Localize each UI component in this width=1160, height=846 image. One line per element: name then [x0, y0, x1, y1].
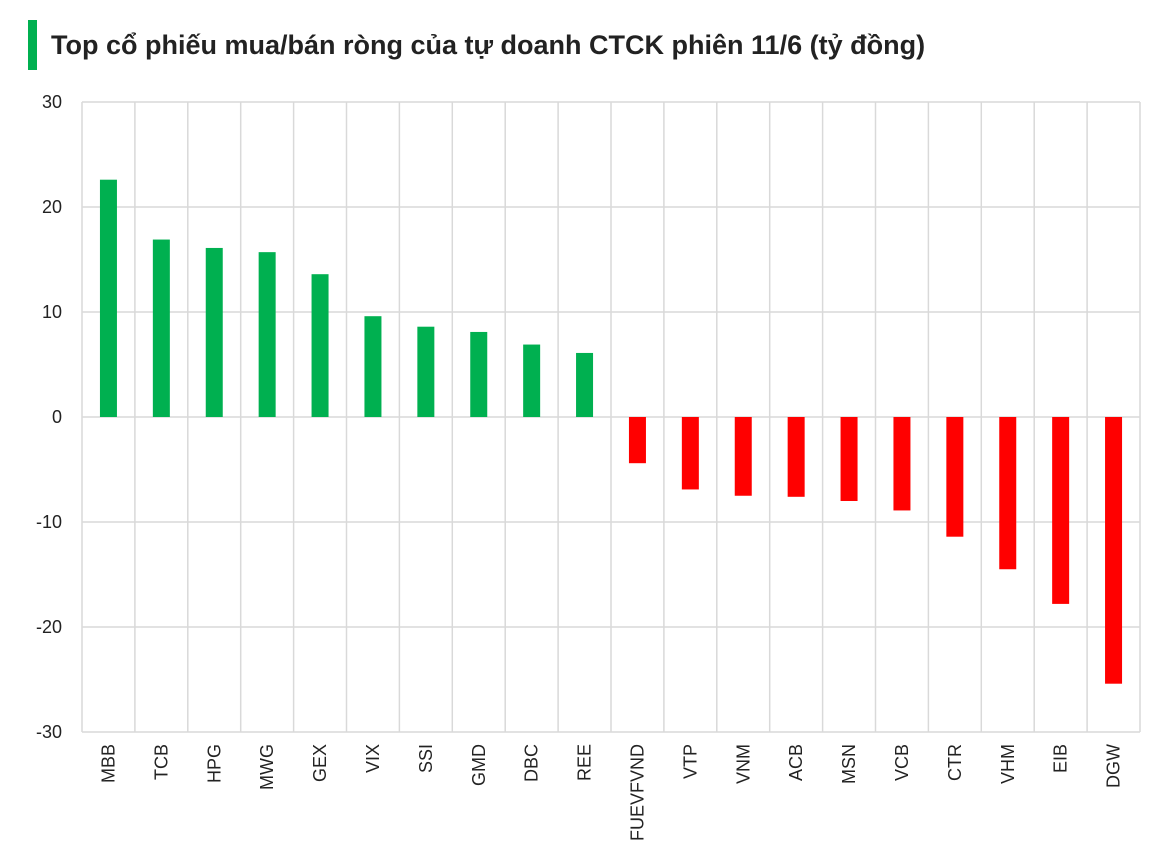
y-tick-label: -30: [36, 722, 62, 742]
x-tick-label: DBC: [522, 744, 542, 782]
y-tick-label: -10: [36, 512, 62, 532]
x-tick-label: REE: [575, 744, 595, 781]
bar-mbb: [99, 179, 117, 417]
bar-dgw: [1105, 417, 1123, 684]
x-tick-label: SSI: [416, 744, 436, 773]
x-tick-label: MSN: [839, 744, 859, 784]
x-tick-label: FUEVFVND: [627, 744, 647, 841]
x-tick-label: TCB: [151, 744, 171, 780]
x-tick-label: HPG: [204, 744, 224, 783]
x-tick-label: EIB: [1051, 744, 1071, 773]
x-tick-label: VHM: [998, 744, 1018, 784]
bar-dbc: [523, 344, 541, 417]
bar-gex: [311, 274, 329, 417]
bar-vcb: [893, 417, 911, 511]
bar-eib: [1052, 417, 1070, 604]
chart-title: Top cổ phiếu mua/bán ròng của tự doanh C…: [51, 29, 926, 60]
bars: [99, 179, 1123, 684]
bar-vnm: [734, 417, 752, 496]
bar-vhm: [999, 417, 1017, 570]
title-accent-bar: [28, 20, 37, 70]
x-tick-label: VNM: [733, 744, 753, 784]
bar-fuevfvnd: [628, 417, 646, 464]
bar-vix: [364, 316, 382, 417]
x-tick-label: MWG: [257, 744, 277, 790]
bar-ctr: [946, 417, 964, 537]
bar-gmd: [470, 331, 488, 417]
title-area: Top cổ phiếu mua/bán ròng của tự doanh C…: [28, 18, 925, 72]
y-axis-ticks: 30 20 10 0 -10 -20 -30: [36, 92, 62, 742]
y-tick-label: 10: [42, 302, 62, 322]
bar-mwg: [258, 252, 276, 417]
x-axis-ticks: MBB TCB HPG MWG GEX VIX SSI GMD DBC REE FUEVFVND VT…: [98, 744, 1123, 841]
bar-acb: [787, 417, 805, 497]
x-tick-label: VCB: [892, 744, 912, 781]
x-tick-label: CTR: [945, 744, 965, 781]
bar-vtp: [681, 417, 699, 490]
x-tick-label: GEX: [310, 744, 330, 782]
y-tick-label: -20: [36, 617, 62, 637]
x-tick-label: DGW: [1104, 744, 1124, 788]
x-tick-label: VTP: [680, 744, 700, 779]
y-tick-label: 20: [42, 197, 62, 217]
x-tick-label: GMD: [469, 744, 489, 786]
bar-ssi: [417, 326, 435, 417]
bar-hpg: [205, 247, 223, 417]
x-tick-label: ACB: [786, 744, 806, 781]
x-tick-label: VIX: [363, 744, 383, 773]
grid-layer: [81, 101, 1141, 733]
bar-tcb: [152, 239, 170, 417]
y-tick-label: 0: [52, 407, 62, 427]
x-tick-label: MBB: [98, 744, 118, 783]
bar-ree: [576, 352, 594, 417]
y-tick-label: 30: [42, 92, 62, 112]
bar-msn: [840, 417, 858, 501]
